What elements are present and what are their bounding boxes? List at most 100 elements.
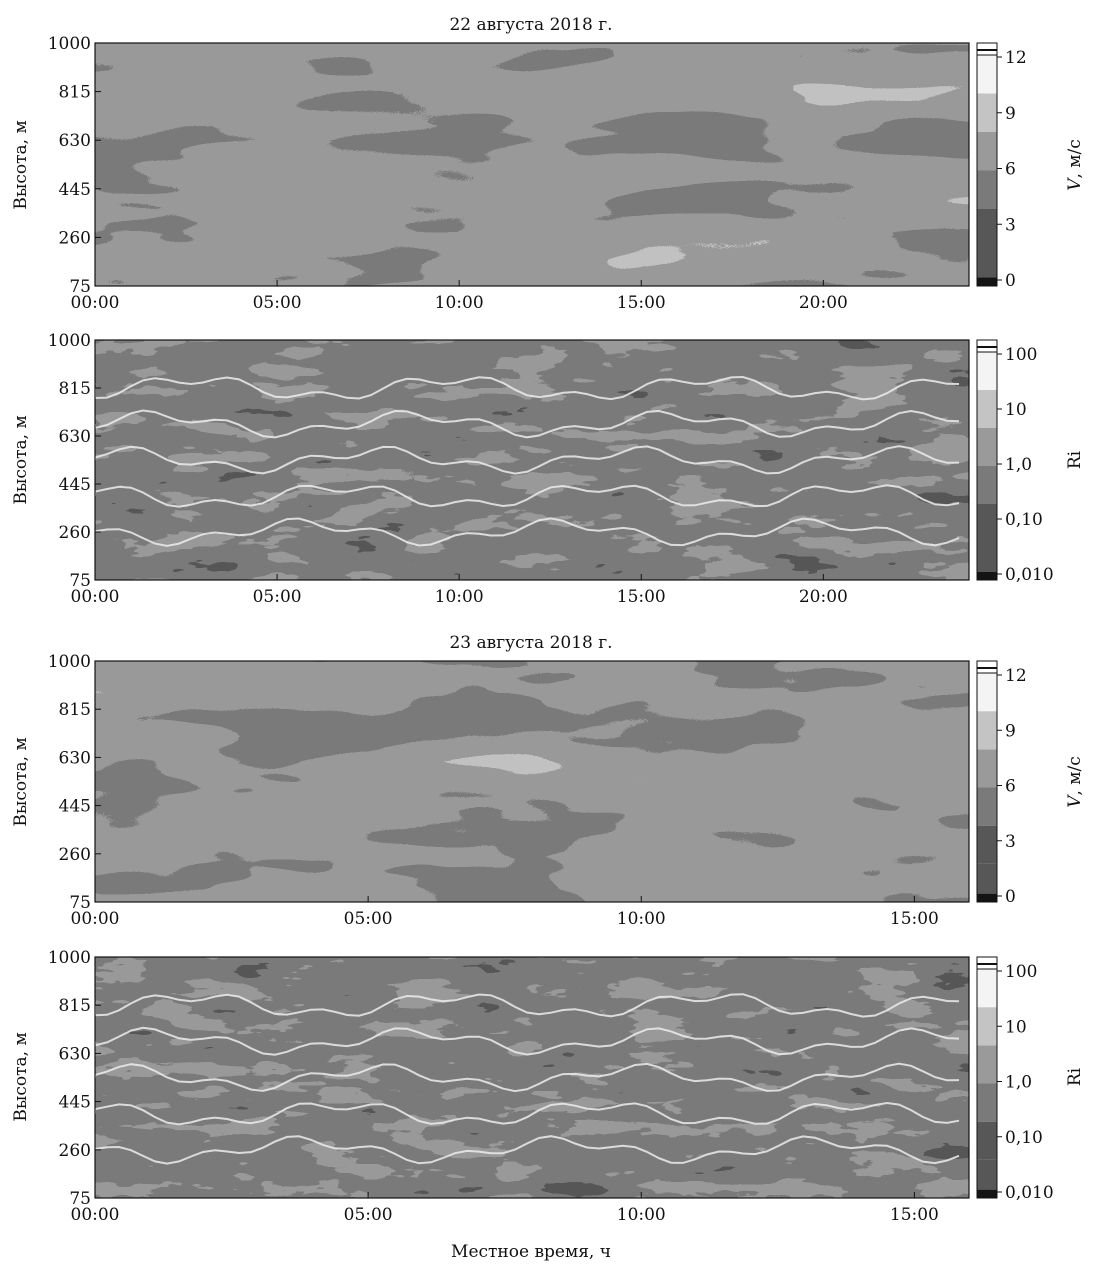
colorbar-band [977,209,997,248]
heatmap-texture [95,661,969,902]
ri-contour-line [95,1062,960,1093]
y-tick-label: 815 [59,83,91,103]
colorbar-band [977,711,997,750]
colorbar-frame [976,956,998,1199]
heatmap-texture [95,957,969,1198]
colorbar-band [977,277,997,286]
colorbar-band [977,1083,997,1122]
colorbar-tick-label: 1,0 [1005,455,1032,475]
heatmap-field [95,957,969,1198]
ri-contour-line [95,484,960,508]
colorbar-band [977,1121,997,1160]
colorbar-band [977,352,997,390]
y-tick-label: 260 [59,1141,91,1161]
x-axis-label: Местное время, ч [451,1242,611,1262]
y-tick-label: 815 [59,700,91,720]
ri-contour-line [95,993,960,1018]
y-tick-label: 630 [59,131,91,151]
x-tick-label: 00:00 [71,293,120,313]
colorbar-band [977,749,997,788]
y-tick-label: 1000 [48,34,91,54]
colorbar-tick-label: 0,10 [1005,1128,1043,1148]
y-tick-label: 445 [59,475,91,495]
x-tick-label: 20:00 [799,293,848,313]
colorbar: 0 3 6 9 12 [976,660,1027,907]
colorbar-tick-label: 3 [1005,832,1016,852]
y-tick-label: 75 [69,1189,91,1209]
y-tick-label: 630 [59,1044,91,1064]
date-title: 22 августа 2018 г. [449,15,612,35]
y-tick-label: 1000 [48,331,91,351]
y-tick-label: 260 [59,845,91,865]
y-tick-label: 445 [59,1093,91,1113]
colorbar-band [977,390,997,428]
x-tick-label: 10:00 [435,293,484,313]
colorbar-tick-label: 6 [1005,777,1016,797]
colorbar-band [977,466,997,504]
colorbar-tick-label: 1,0 [1005,1073,1032,1093]
y-tick-label: 1000 [48,948,91,968]
colorbar-label: V, м/с [1065,139,1085,191]
heatmap-field [95,661,969,902]
colorbar-band [977,825,997,864]
y-axis-label: Высота, м [11,415,31,504]
colorbar-band [977,673,997,712]
colorbar-band [977,55,997,94]
colorbar: 0 3 6 9 12 [976,42,1027,291]
colorbar-tick-label: 0,010 [1005,565,1054,585]
x-tick-label: 05:00 [344,1205,393,1225]
plot-axes: 75 260 445 630 815 1000 00:00 05:00 10:00 15:00 20… [48,331,970,607]
y-tick-label: 815 [59,996,91,1016]
colorbar-band [977,969,997,1008]
heatmap-field [95,340,969,580]
x-tick-label: 15:00 [617,293,666,313]
x-tick-label: 20:00 [799,587,848,607]
ri-contour-line [95,1101,960,1126]
y-tick-label: 815 [59,379,91,399]
colorbar-label: Ri [1065,1067,1085,1086]
colorbar-band [977,863,997,894]
y-axis-label: Высота, м [11,120,31,209]
colorbar-band [977,571,997,580]
ri-contour-line [95,375,960,401]
colorbar-band [977,787,997,826]
y-tick-label: 260 [59,228,91,248]
panel-wind-aug23: 23 августа 2018 г. Высота, м 75260445630… [11,633,1085,929]
y-tick-label: 75 [69,277,91,297]
colorbar-band [977,170,997,209]
ri-contour-line [95,409,960,439]
date-title: 23 августа 2018 г. [449,633,612,653]
colorbar-frame [976,660,998,903]
y-tick-label: 445 [59,180,91,200]
colorbar-tick-label: 3 [1005,215,1016,235]
plot-axes: 75 260 445 630 815 1000 00:00 05:00 10:00 15:00 20… [48,34,970,313]
x-tick-label: 15:00 [890,909,939,929]
plot-frame [94,42,970,287]
colorbar-tick-label: 10 [1005,1017,1027,1037]
x-tick-label: 00:00 [71,587,120,607]
y-tick-label: 445 [59,797,91,817]
colorbar-band [977,542,997,572]
colorbar-tick-label: 0,010 [1005,1183,1054,1203]
colorbar-tick-label: 100 [1005,345,1037,365]
colorbar-frame [976,42,998,287]
y-tick-label: 75 [69,571,91,591]
colorbar-tick-label: 9 [1005,104,1016,124]
colorbar-band [977,247,997,278]
y-axis-label: Высота, м [11,1032,31,1121]
x-tick-label: 15:00 [890,1205,939,1225]
colorbar-tick-label: 10 [1005,400,1027,420]
plot-frame [94,956,970,1199]
plot-axes: 75 260 445 630 815 1000 00:00 05:00 10:00 15:00 [48,652,970,929]
colorbar-band [977,93,997,132]
heatmap-texture [95,43,969,286]
colorbar-band [977,1007,997,1046]
panel-richardson-aug22: Высота, м 75 260 445 630 815 1000 00:00 05:00 10… [11,331,1085,607]
colorbar-tick-label: 0 [1005,271,1016,291]
colorbar-tick-label: 0 [1005,887,1016,907]
plot-frame [94,660,970,903]
x-tick-label: 10:00 [617,1205,666,1225]
ri-contour-line [95,1026,960,1056]
y-tick-label: 630 [59,427,91,447]
